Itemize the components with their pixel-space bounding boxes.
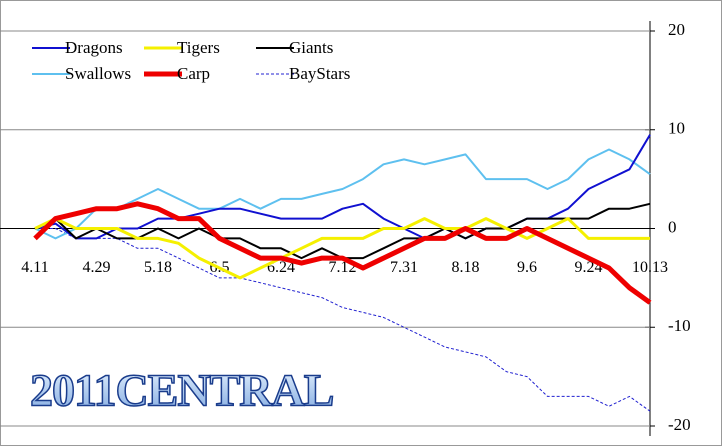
y-tick-label: 10 — [668, 119, 685, 138]
y-tick-label: 20 — [668, 20, 685, 39]
x-tick-label: 4.11 — [21, 259, 48, 276]
chart-title: 2011CENTRAL — [30, 365, 333, 416]
series-line — [34, 217, 650, 280]
x-tick-label: 7.31 — [390, 259, 418, 276]
x-tick-label: 10.13 — [632, 259, 668, 276]
legend-label: BayStars — [289, 64, 350, 83]
y-tick-label: 0 — [668, 217, 677, 236]
x-tick-label: 5.18 — [144, 259, 172, 276]
legend-label: Dragons — [65, 38, 123, 57]
legend-label: Swallows — [65, 64, 131, 83]
series-line — [33, 201, 652, 305]
x-tick-label: 9.6 — [517, 259, 537, 276]
series-line — [35, 228, 651, 412]
legend-label: Carp — [177, 64, 210, 83]
x-tick-label: 4.29 — [83, 259, 111, 276]
x-tick-label: 8.18 — [452, 259, 480, 276]
legend-label: Giants — [289, 38, 333, 57]
y-tick-label: -20 — [668, 415, 691, 434]
y-tick-label: -10 — [668, 316, 691, 335]
series-line — [34, 148, 651, 240]
x-tick-label: 6.24 — [267, 259, 295, 276]
legend-label: Tigers — [177, 38, 220, 57]
